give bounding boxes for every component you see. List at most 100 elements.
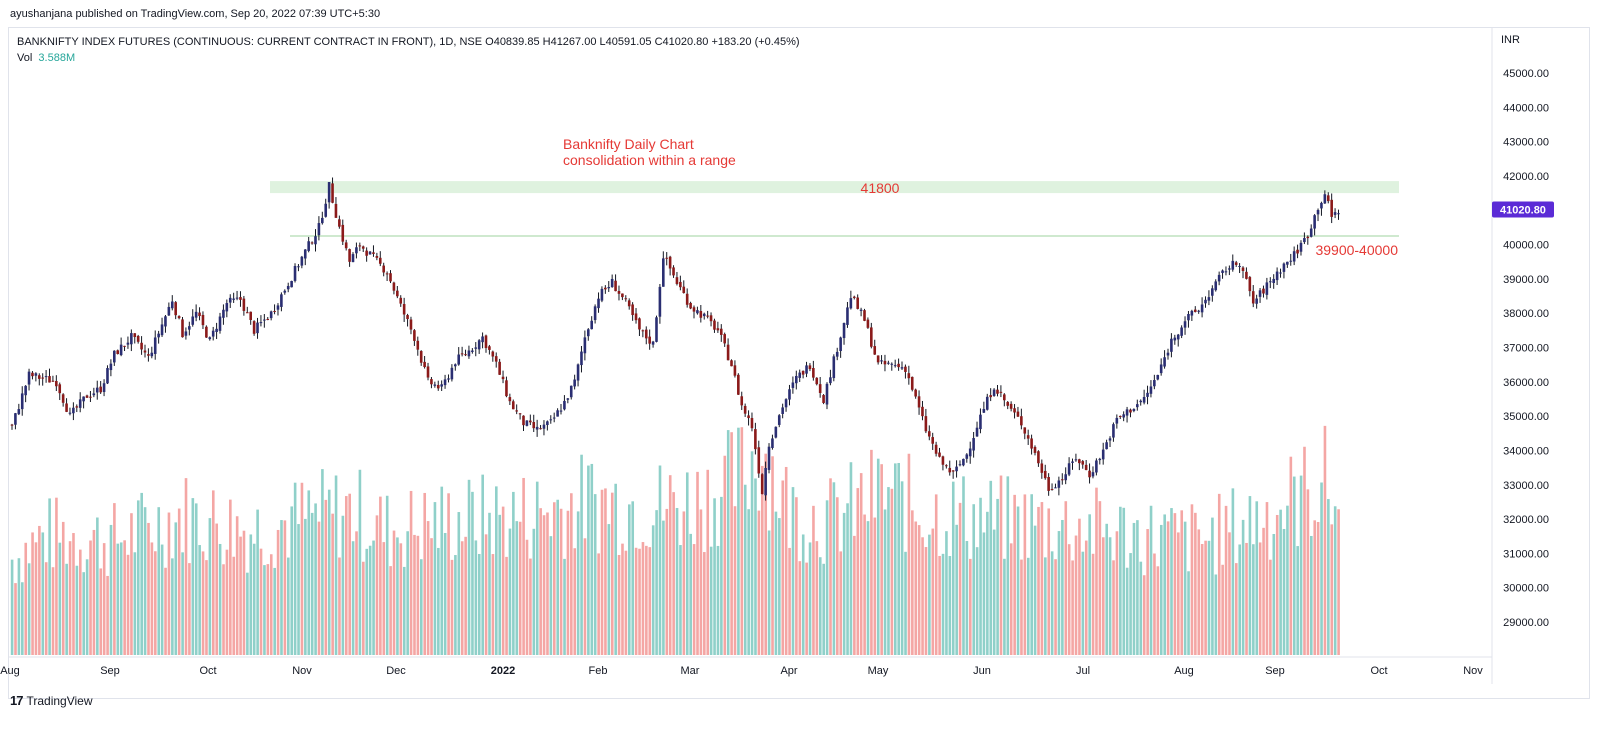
tradingview-logo[interactable]: 17 TradingView [10, 693, 93, 708]
volume-bar [825, 500, 829, 655]
volume-bar [126, 554, 130, 655]
candle-body [1023, 427, 1027, 434]
volume-bar [784, 466, 788, 655]
volume-bar [1163, 514, 1166, 655]
time-tick-label: Apr [780, 665, 797, 677]
candle-body [310, 242, 314, 244]
candle-body [719, 328, 723, 335]
candle-body [709, 315, 713, 322]
candle-body [832, 356, 836, 379]
volume-bar [699, 509, 703, 655]
candle-body [1200, 304, 1204, 313]
volume-bar [437, 547, 440, 655]
volume-bar [375, 515, 379, 655]
candle-body [68, 412, 72, 414]
volume-bar [685, 472, 689, 655]
candle-body [396, 290, 399, 297]
volume-bar [593, 494, 597, 655]
volume-bar [761, 465, 764, 655]
volume-bar [481, 474, 484, 655]
volume-bar [477, 553, 481, 655]
volume-bar [389, 566, 392, 655]
candle-body [897, 363, 900, 368]
candle-body [713, 320, 716, 330]
candle-body [863, 310, 866, 321]
candle-body [1251, 291, 1255, 304]
candle-body [1183, 321, 1187, 328]
volume-bar [283, 520, 287, 655]
candle-body [907, 373, 911, 379]
volume-bar [737, 427, 740, 655]
volume-bar [1282, 528, 1286, 655]
volume-bar [945, 531, 948, 655]
volume-bar [679, 545, 682, 655]
candle-body [1330, 199, 1333, 217]
volume-bar [1248, 496, 1252, 655]
candle-body [644, 329, 648, 339]
candle-body [675, 277, 679, 284]
volume-bar [692, 544, 696, 655]
volume-bar [249, 534, 253, 655]
candle-body [1040, 463, 1044, 473]
candle-body [818, 384, 822, 393]
candle-body [24, 385, 27, 396]
candle-body [767, 446, 771, 470]
candle-body [1265, 282, 1269, 295]
candle-body [44, 376, 48, 378]
volume-bar [232, 556, 236, 655]
volume-bar [21, 582, 24, 655]
volume-bar [290, 506, 294, 655]
volume-bar [893, 463, 897, 655]
volume-bar [863, 514, 866, 655]
volume-bar [771, 456, 774, 655]
volume-bar [198, 545, 201, 655]
candle-body [147, 354, 150, 356]
volume-bar [41, 532, 45, 655]
candle-body [1306, 236, 1310, 239]
volume-bar [1132, 522, 1136, 655]
price-tick-label: 35000.00 [1503, 411, 1549, 423]
candle-body [655, 317, 658, 342]
volume-bar [1129, 553, 1132, 655]
volume-bar [399, 543, 403, 655]
volume-bar [239, 536, 242, 655]
volume-bar [1255, 501, 1259, 655]
candle-body [181, 319, 184, 338]
volume-bar [1023, 494, 1027, 655]
volume-bar [617, 554, 621, 655]
volume-bar [907, 453, 911, 655]
price-tick-label: 30000.00 [1503, 583, 1549, 595]
candle-body [211, 330, 215, 337]
volume-bar [570, 493, 573, 655]
volume-bar [1204, 540, 1207, 655]
candle-body [283, 290, 287, 293]
candle-body [586, 329, 590, 337]
candle-body [1163, 357, 1166, 367]
candle-body [471, 350, 474, 352]
volume-bar [873, 517, 877, 655]
volume-bar [580, 454, 583, 655]
resistance-zone [270, 181, 1399, 237]
candle-body [116, 350, 120, 355]
volume-bar [836, 497, 839, 655]
volume-bar [904, 551, 907, 655]
volume-bar [1146, 529, 1149, 655]
candle-body [566, 398, 570, 400]
volume-bar [631, 501, 635, 655]
candle-body [235, 297, 239, 299]
candle-body [1091, 472, 1095, 477]
volume-bar [443, 532, 447, 655]
candle-body [982, 408, 986, 413]
candle-body [726, 344, 730, 361]
volume-bar [928, 534, 931, 655]
price-tick-label: 32000.00 [1503, 514, 1549, 526]
candle-body [361, 246, 365, 249]
candle-body [78, 399, 82, 408]
candle-body [1248, 277, 1252, 292]
candle-body [1142, 397, 1146, 403]
volume-bars [10, 425, 1340, 655]
time-tick-label: Aug [1174, 665, 1194, 677]
candle-body [488, 346, 491, 350]
candle-body [893, 365, 897, 367]
